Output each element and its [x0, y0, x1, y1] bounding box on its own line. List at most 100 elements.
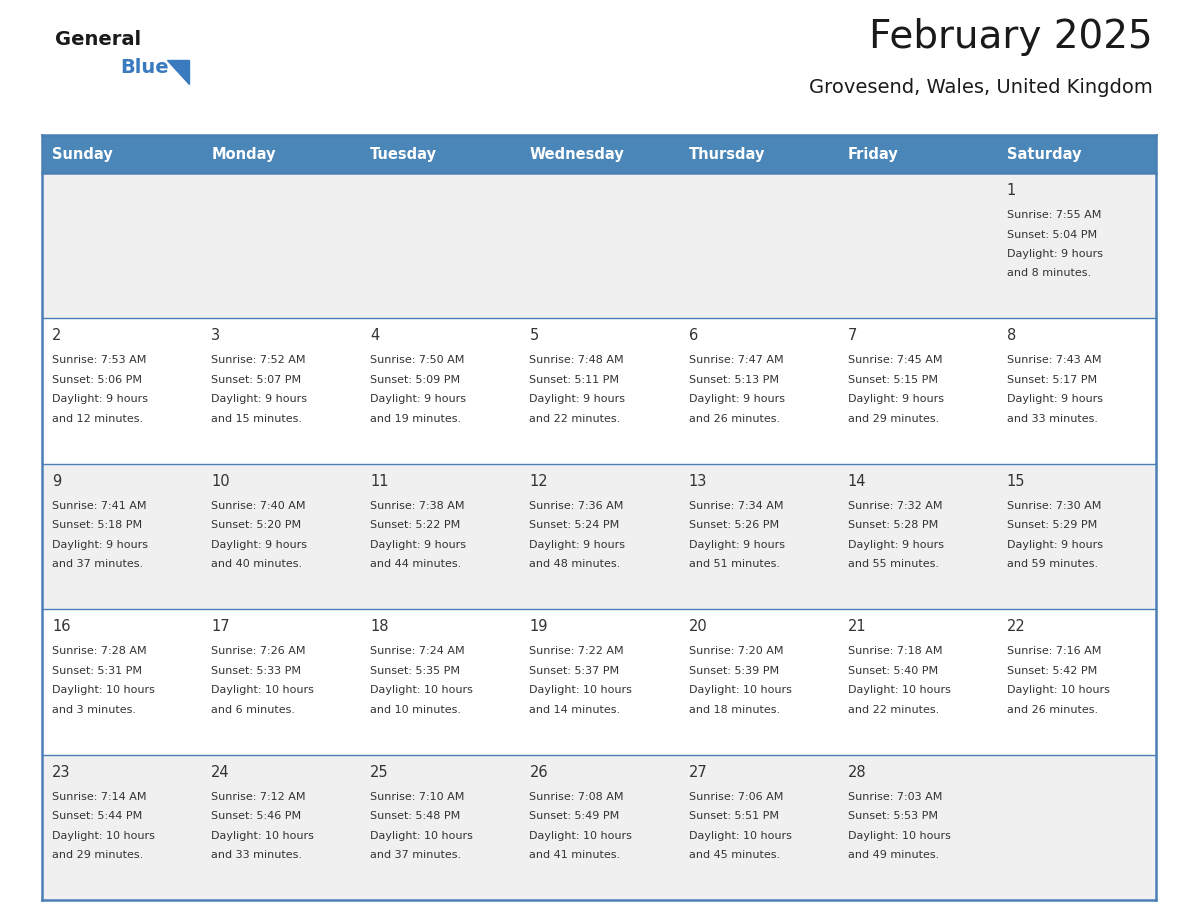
Bar	[42, 319, 201, 464]
Text: and 10 minutes.: and 10 minutes.	[371, 705, 461, 715]
Bar	[201, 610, 360, 755]
Bar	[678, 464, 838, 610]
Text: Sunrise: 7:45 AM: Sunrise: 7:45 AM	[848, 355, 942, 365]
Text: Daylight: 9 hours: Daylight: 9 hours	[211, 540, 308, 550]
Bar	[997, 755, 1156, 900]
Text: and 19 minutes.: and 19 minutes.	[371, 414, 461, 424]
Text: and 22 minutes.: and 22 minutes.	[848, 705, 939, 715]
Bar	[42, 173, 201, 319]
Text: Sunrise: 7:55 AM: Sunrise: 7:55 AM	[1007, 210, 1101, 220]
Text: Sunset: 5:37 PM: Sunset: 5:37 PM	[530, 666, 620, 676]
Text: February 2025: February 2025	[870, 18, 1154, 56]
Text: and 29 minutes.: and 29 minutes.	[52, 850, 144, 860]
Text: Daylight: 10 hours: Daylight: 10 hours	[371, 685, 473, 695]
Text: Daylight: 10 hours: Daylight: 10 hours	[689, 685, 791, 695]
Text: and 49 minutes.: and 49 minutes.	[848, 850, 939, 860]
Bar	[838, 135, 997, 173]
Text: Sunrise: 7:12 AM: Sunrise: 7:12 AM	[211, 791, 305, 801]
Text: Daylight: 10 hours: Daylight: 10 hours	[530, 685, 632, 695]
Text: Sunset: 5:44 PM: Sunset: 5:44 PM	[52, 812, 143, 821]
Text: and 45 minutes.: and 45 minutes.	[689, 850, 779, 860]
Bar	[519, 610, 678, 755]
Text: Sunday: Sunday	[52, 147, 113, 162]
Bar	[201, 464, 360, 610]
Text: Daylight: 10 hours: Daylight: 10 hours	[1007, 685, 1110, 695]
Text: Sunrise: 7:26 AM: Sunrise: 7:26 AM	[211, 646, 305, 656]
Text: Sunrise: 7:03 AM: Sunrise: 7:03 AM	[848, 791, 942, 801]
Text: 16: 16	[52, 620, 70, 634]
Text: and 44 minutes.: and 44 minutes.	[371, 559, 461, 569]
Text: and 33 minutes.: and 33 minutes.	[211, 850, 302, 860]
Text: 21: 21	[848, 620, 866, 634]
Text: Sunrise: 7:40 AM: Sunrise: 7:40 AM	[211, 501, 305, 510]
Bar	[360, 610, 519, 755]
Text: Sunrise: 7:43 AM: Sunrise: 7:43 AM	[1007, 355, 1101, 365]
Text: Daylight: 9 hours: Daylight: 9 hours	[848, 395, 943, 405]
Text: and 55 minutes.: and 55 minutes.	[848, 559, 939, 569]
Text: 14: 14	[848, 474, 866, 488]
Text: Sunrise: 7:08 AM: Sunrise: 7:08 AM	[530, 791, 624, 801]
Text: Saturday: Saturday	[1007, 147, 1081, 162]
Bar	[838, 319, 997, 464]
Bar	[997, 319, 1156, 464]
Text: Sunset: 5:48 PM: Sunset: 5:48 PM	[371, 812, 461, 821]
Text: 2: 2	[52, 329, 62, 343]
Text: Daylight: 10 hours: Daylight: 10 hours	[52, 831, 154, 841]
Bar	[838, 610, 997, 755]
Polygon shape	[168, 60, 189, 84]
Text: 19: 19	[530, 620, 548, 634]
Text: and 37 minutes.: and 37 minutes.	[52, 559, 143, 569]
Text: Daylight: 9 hours: Daylight: 9 hours	[371, 540, 466, 550]
Text: Daylight: 9 hours: Daylight: 9 hours	[211, 395, 308, 405]
Bar	[997, 610, 1156, 755]
Text: Sunset: 5:20 PM: Sunset: 5:20 PM	[211, 521, 302, 531]
Text: 20: 20	[689, 620, 707, 634]
Text: Sunset: 5:40 PM: Sunset: 5:40 PM	[848, 666, 937, 676]
Text: and 26 minutes.: and 26 minutes.	[1007, 705, 1098, 715]
Bar	[997, 464, 1156, 610]
Text: Sunrise: 7:38 AM: Sunrise: 7:38 AM	[371, 501, 465, 510]
Text: Sunrise: 7:18 AM: Sunrise: 7:18 AM	[848, 646, 942, 656]
Text: and 26 minutes.: and 26 minutes.	[689, 414, 779, 424]
Text: Sunrise: 7:14 AM: Sunrise: 7:14 AM	[52, 791, 146, 801]
Text: Sunrise: 7:41 AM: Sunrise: 7:41 AM	[52, 501, 146, 510]
Text: and 59 minutes.: and 59 minutes.	[1007, 559, 1098, 569]
Text: and 51 minutes.: and 51 minutes.	[689, 559, 779, 569]
Text: Friday: Friday	[848, 147, 898, 162]
Text: Sunset: 5:24 PM: Sunset: 5:24 PM	[530, 521, 620, 531]
Bar	[201, 135, 360, 173]
Text: Daylight: 9 hours: Daylight: 9 hours	[1007, 249, 1102, 259]
Bar	[678, 135, 838, 173]
Text: Sunset: 5:26 PM: Sunset: 5:26 PM	[689, 521, 778, 531]
Text: Sunset: 5:49 PM: Sunset: 5:49 PM	[530, 812, 620, 821]
Text: Daylight: 10 hours: Daylight: 10 hours	[211, 685, 314, 695]
Text: Sunrise: 7:10 AM: Sunrise: 7:10 AM	[371, 791, 465, 801]
Text: 25: 25	[371, 765, 388, 779]
Bar	[201, 755, 360, 900]
Text: Sunset: 5:42 PM: Sunset: 5:42 PM	[1007, 666, 1097, 676]
Text: Sunrise: 7:47 AM: Sunrise: 7:47 AM	[689, 355, 783, 365]
Text: General: General	[55, 30, 141, 49]
Text: 4: 4	[371, 329, 379, 343]
Text: Daylight: 10 hours: Daylight: 10 hours	[530, 831, 632, 841]
Text: Sunrise: 7:22 AM: Sunrise: 7:22 AM	[530, 646, 624, 656]
Text: and 40 minutes.: and 40 minutes.	[211, 559, 302, 569]
Bar	[42, 755, 201, 900]
Text: Tuesday: Tuesday	[371, 147, 437, 162]
Bar	[519, 755, 678, 900]
Text: Sunset: 5:11 PM: Sunset: 5:11 PM	[530, 375, 619, 385]
Bar	[678, 755, 838, 900]
Text: Sunrise: 7:06 AM: Sunrise: 7:06 AM	[689, 791, 783, 801]
Text: 28: 28	[848, 765, 866, 779]
Text: 5: 5	[530, 329, 538, 343]
Text: Daylight: 10 hours: Daylight: 10 hours	[371, 831, 473, 841]
Text: Sunrise: 7:52 AM: Sunrise: 7:52 AM	[211, 355, 305, 365]
Text: Sunset: 5:29 PM: Sunset: 5:29 PM	[1007, 521, 1097, 531]
Text: Sunset: 5:28 PM: Sunset: 5:28 PM	[848, 521, 939, 531]
Text: Sunrise: 7:16 AM: Sunrise: 7:16 AM	[1007, 646, 1101, 656]
Text: Sunrise: 7:34 AM: Sunrise: 7:34 AM	[689, 501, 783, 510]
Text: Sunset: 5:15 PM: Sunset: 5:15 PM	[848, 375, 937, 385]
Text: 15: 15	[1007, 474, 1025, 488]
Bar	[678, 610, 838, 755]
Text: Daylight: 10 hours: Daylight: 10 hours	[689, 831, 791, 841]
